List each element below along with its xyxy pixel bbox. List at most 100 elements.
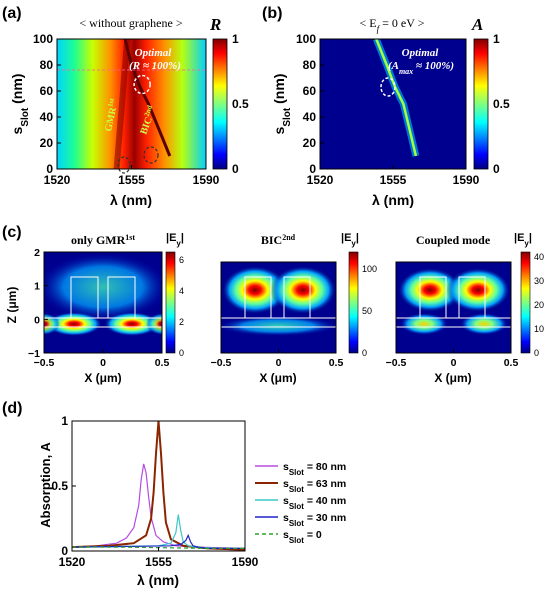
panel-b-xlabel: λ (nm) [372, 192, 414, 208]
panel-b-optimal-label: Optimal [402, 47, 440, 59]
c-colorbar-tick: 0 [534, 348, 539, 358]
panel-label-c: (c) [2, 224, 22, 241]
c-colorbar-tick: 20 [534, 300, 544, 310]
d-x-tick-label: 1520 [59, 555, 86, 569]
d-y-tick-label: 1 [61, 414, 68, 428]
series-line-3 [72, 533, 245, 550]
panel-b-colorbar [473, 38, 489, 170]
panel-b-cb-tick-05: 0.5 [493, 97, 510, 111]
panel-d-lines [72, 421, 245, 551]
x-tick-label: 1555 [118, 173, 145, 187]
panel-d-ylabel: Absorption, A [38, 442, 53, 528]
panel-c3-map [396, 262, 511, 353]
panel-c2-xlabel: X (μm) [259, 371, 296, 385]
panel-c3-lobe-low-left [400, 313, 448, 335]
panel-a-optimal-marker [133, 74, 151, 95]
d-y-tick-label: 0 [61, 544, 68, 558]
series-line-2 [72, 514, 245, 550]
panel-b-background [320, 39, 466, 169]
panel-a-cb-tick-05: 0.5 [232, 97, 249, 111]
panel-b-optimal-sub: (Amax ≈ 100%) [388, 60, 454, 76]
d-y-tick-label: 0.5 [51, 479, 68, 493]
x-tick-label: 1520 [307, 173, 334, 187]
panel-c2-title: BIC2nd [261, 233, 296, 248]
c-x-tick-label: −0.5 [211, 357, 232, 369]
panel-c2-lower-field [221, 316, 336, 336]
panel-a-cb-tick-0: 0 [232, 162, 239, 176]
panel-c1-colorbar [165, 251, 176, 354]
c-x-tick-label: −0.5 [386, 357, 407, 369]
series-line-4 [72, 546, 245, 550]
panel-b-optimal-marker [380, 77, 396, 97]
panel-c3-field-label: |Ey| [514, 232, 532, 248]
y-tick-label: 0 [309, 162, 316, 176]
c-x-tick-label: 0.5 [155, 357, 170, 369]
panel-a-heatmap: Optimal (R ≈ 100%) GMR1st BIC2nd [56, 38, 207, 174]
y-tick-label: 20 [40, 136, 54, 150]
y-tick-label: 0 [46, 162, 53, 176]
panel-c3-layer [396, 317, 511, 328]
panel-a-gmr-label: GMR1st [101, 97, 121, 133]
c-x-tick-label: 0.5 [329, 357, 344, 369]
y-tick-label: 80 [40, 58, 54, 72]
legend-label-0: sSlot = 80 nm [283, 461, 346, 477]
y-tick-label: 40 [40, 110, 54, 124]
c-colorbar-tick: 10 [534, 324, 544, 334]
c-colorbar-tick: 30 [534, 276, 544, 286]
panel-c-ylabel: Z (μm) [5, 287, 19, 324]
c-colorbar-tick: 50 [362, 306, 372, 316]
c-colorbar-tick: 100 [362, 264, 377, 274]
panel-c3-colorbar-ticks: 40 30 20 10 0 [534, 252, 544, 358]
panel-c1-xlabel: X (μm) [84, 371, 121, 385]
y-tick-label: 80 [303, 58, 317, 72]
panel-d-frame [71, 420, 246, 552]
panel-c1-upper-field [44, 253, 162, 321]
panel-a-xlabel: λ (nm) [110, 192, 152, 208]
legend-label-1: sSlot = 63 nm [283, 478, 346, 494]
c-colorbar-tick: 0 [179, 348, 184, 358]
panel-label-a: (a) [2, 5, 22, 22]
x-tick-label: 1555 [380, 173, 407, 187]
panel-d-xlabel: λ (nm) [137, 572, 179, 588]
panel-a-background [57, 39, 206, 169]
panel-b-title: < Ef = 0 eV > [360, 16, 425, 34]
y-tick-label: 100 [296, 32, 316, 46]
panel-a-bic-marker [143, 146, 159, 164]
panel-a-optimal-label: Optimal [135, 47, 173, 59]
panel-b-axes: 1520 1555 1590 0 20 40 60 80 100 [296, 32, 480, 187]
panel-a-title: < without graphene > [79, 16, 182, 30]
c-y-tick-label: 2 [34, 247, 40, 259]
x-tick-label: 1590 [453, 173, 480, 187]
d-x-tick-label: 1590 [232, 555, 259, 569]
panel-a-gmr-band [113, 39, 131, 169]
legend-label-4: sSlot = 0 [283, 529, 322, 545]
c-colorbar-tick: 0 [362, 348, 367, 358]
panel-d-axes: 1520 1555 1590 0 0.5 1 [51, 414, 258, 569]
panel-b-heatmap: Optimal (Amax ≈ 100%) [319, 38, 467, 170]
c-colorbar-tick: 6 [179, 255, 184, 265]
panel-c2-lobe-right [270, 266, 336, 314]
y-tick-label: 20 [303, 136, 317, 150]
panel-a-gmr-marker [117, 156, 131, 174]
y-tick-label: 60 [303, 84, 317, 98]
panel-c3-title: Coupled mode [416, 233, 491, 247]
panel-a-ylabel: sSlot (nm) [9, 74, 31, 135]
panel-c1-title: only GMR1st [71, 233, 135, 248]
panel-a-colorbar [212, 38, 228, 170]
y-tick-label: 100 [33, 32, 53, 46]
panel-c1-map [44, 252, 162, 353]
panel-c2-colorbar-ticks: 100 50 0 [362, 264, 377, 358]
panel-c3-lobe-right [446, 268, 510, 312]
panel-c2-layer [221, 317, 336, 328]
panel-c1-layer [44, 317, 162, 328]
c-y-tick-label: 1 [34, 281, 40, 293]
panel-a-colorbar-label: R [209, 15, 221, 34]
series-line-0 [72, 463, 245, 549]
c-y-tick-label: −1 [28, 348, 40, 360]
panel-c2-colorbar [348, 251, 359, 354]
panel-label-b: (b) [262, 5, 282, 22]
panel-b-cb-tick-1: 1 [493, 32, 500, 46]
panel-c1-colorbar-ticks: 6 4 2 0 [179, 255, 184, 358]
panel-c3-colorbar [520, 251, 531, 354]
